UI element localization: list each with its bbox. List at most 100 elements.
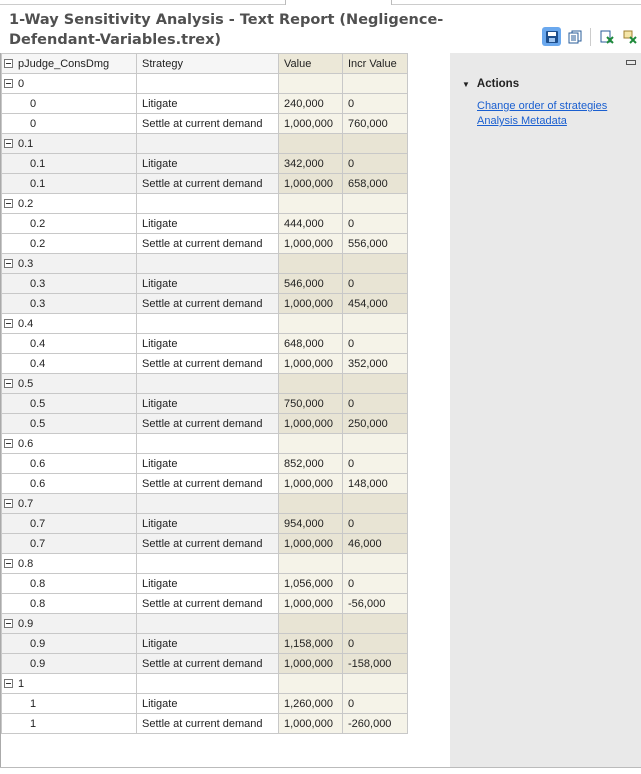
strategy-cell: Settle at current demand <box>136 233 279 254</box>
export-excel-alt-icon[interactable] <box>620 27 639 46</box>
group-cell: 0.5 <box>1 373 137 394</box>
collapse-icon[interactable] <box>4 378 13 388</box>
incr-value-cell: -56,000 <box>342 593 408 614</box>
collapse-icon[interactable] <box>4 258 13 268</box>
group-row[interactable]: 1 <box>1 673 408 694</box>
variable-cell: 1 <box>1 713 137 734</box>
table-row[interactable]: 0.4 Settle at current demand 1,000,000 352,… <box>1 353 408 374</box>
table-row[interactable]: 0.5 Litigate 750,000 0 <box>1 393 408 414</box>
group-row[interactable]: 0 <box>1 73 408 94</box>
collapse-icon[interactable] <box>4 198 13 208</box>
variable-cell: 0.9 <box>1 633 137 654</box>
analysis-metadata-link[interactable]: Analysis Metadata <box>477 115 567 127</box>
empty-cell <box>278 373 343 394</box>
strategy-cell: Settle at current demand <box>136 473 279 494</box>
table-row[interactable]: 0.4 Litigate 648,000 0 <box>1 333 408 354</box>
collapse-icon[interactable] <box>4 498 13 508</box>
group-row[interactable]: 0.2 <box>1 193 408 214</box>
table-row[interactable]: 0 Litigate 240,000 0 <box>1 93 408 114</box>
actions-section-toggle[interactable]: ▼ Actions <box>462 78 519 90</box>
toolbar-separator <box>590 27 591 46</box>
table-row[interactable]: 0.8 Litigate 1,056,000 0 <box>1 573 408 594</box>
collapse-icon[interactable] <box>4 138 13 148</box>
empty-cell <box>278 193 343 214</box>
variable-cell: 0.5 <box>1 413 137 434</box>
strategy-cell: Litigate <box>136 273 279 294</box>
empty-cell <box>342 73 408 94</box>
variable-cell: 0.6 <box>1 473 137 494</box>
table-row[interactable]: 0.1 Settle at current demand 1,000,000 658,… <box>1 173 408 194</box>
table-row[interactable]: 0.7 Litigate 954,000 0 <box>1 513 408 534</box>
collapse-icon[interactable] <box>4 618 13 628</box>
editor-tab[interactable] <box>285 0 392 5</box>
table-row[interactable]: 0.3 Litigate 546,000 0 <box>1 273 408 294</box>
group-key: 0.9 <box>18 617 34 630</box>
table-row[interactable]: 1 Litigate 1,260,000 0 <box>1 693 408 714</box>
group-row[interactable]: 0.9 <box>1 613 408 634</box>
column-header-incr-value[interactable]: Incr Value <box>342 53 408 74</box>
table-row[interactable]: 0 Settle at current demand 1,000,000 760,00… <box>1 113 408 134</box>
table-row[interactable]: 0.6 Litigate 852,000 0 <box>1 453 408 474</box>
strategy-cell: Litigate <box>136 213 279 234</box>
group-key: 0.7 <box>18 497 34 510</box>
incr-value-cell: 454,000 <box>342 293 408 314</box>
group-key: 0.5 <box>18 377 34 390</box>
group-row[interactable]: 0.4 <box>1 313 408 334</box>
table-row[interactable]: 0.9 Litigate 1,158,000 0 <box>1 633 408 654</box>
table-row[interactable]: 0.2 Settle at current demand 1,000,000 556,… <box>1 233 408 254</box>
incr-value-cell: 0 <box>342 573 408 594</box>
group-row[interactable]: 0.1 <box>1 133 408 154</box>
report-toolbar <box>542 27 639 46</box>
value-cell: 444,000 <box>278 213 343 234</box>
value-cell: 1,000,000 <box>278 233 343 254</box>
value-cell: 1,000,000 <box>278 593 343 614</box>
variable-cell: 0.8 <box>1 573 137 594</box>
table-row[interactable]: 0.6 Settle at current demand 1,000,000 148,… <box>1 473 408 494</box>
table-row[interactable]: 0.9 Settle at current demand 1,000,000 -158… <box>1 653 408 674</box>
group-row[interactable]: 0.7 <box>1 493 408 514</box>
table-row[interactable]: 0.7 Settle at current demand 1,000,000 46,0… <box>1 533 408 554</box>
group-row[interactable]: 0.6 <box>1 433 408 454</box>
column-header-value[interactable]: Value <box>278 53 343 74</box>
table-row[interactable]: 1 Settle at current demand 1,000,000 -260,0… <box>1 713 408 734</box>
value-cell: 1,260,000 <box>278 693 343 714</box>
variable-cell: 0.7 <box>1 533 137 554</box>
table-row[interactable]: 0.2 Litigate 444,000 0 <box>1 213 408 234</box>
variable-cell: 0.3 <box>1 273 137 294</box>
strategy-cell: Settle at current demand <box>136 593 279 614</box>
variable-cell: 0.3 <box>1 293 137 314</box>
group-row[interactable]: 0.3 <box>1 253 408 274</box>
table-row[interactable]: 0.1 Litigate 342,000 0 <box>1 153 408 174</box>
value-cell: 750,000 <box>278 393 343 414</box>
incr-value-cell: 148,000 <box>342 473 408 494</box>
table-row[interactable]: 0.5 Settle at current demand 1,000,000 250,… <box>1 413 408 434</box>
column-header-strategy[interactable]: Strategy <box>136 53 279 74</box>
strategy-cell: Litigate <box>136 93 279 114</box>
group-row[interactable]: 0.8 <box>1 553 408 574</box>
collapse-icon[interactable] <box>4 78 13 88</box>
export-excel-icon[interactable] <box>597 27 616 46</box>
column-header-variable[interactable]: pJudge_ConsDmg <box>1 53 137 74</box>
minimize-icon[interactable] <box>626 60 636 65</box>
incr-value-cell: 0 <box>342 453 408 474</box>
table-row[interactable]: 0.3 Settle at current demand 1,000,000 454,… <box>1 293 408 314</box>
table-row[interactable]: 0.8 Settle at current demand 1,000,000 -56,… <box>1 593 408 614</box>
group-key: 0.4 <box>18 317 34 330</box>
collapse-icon[interactable] <box>4 318 13 328</box>
empty-cell <box>136 133 279 154</box>
collapse-all-icon[interactable] <box>4 58 13 68</box>
actions-heading: Actions <box>476 78 520 90</box>
strategy-cell: Litigate <box>136 153 279 174</box>
empty-cell <box>278 253 343 274</box>
group-row[interactable]: 0.5 <box>1 373 408 394</box>
copy-icon[interactable] <box>565 27 584 46</box>
editor-tab-strip <box>0 0 641 5</box>
value-cell: 1,000,000 <box>278 473 343 494</box>
collapse-icon[interactable] <box>4 678 13 688</box>
collapse-icon[interactable] <box>4 558 13 568</box>
incr-value-cell: 0 <box>342 513 408 534</box>
variable-cell: 0.1 <box>1 173 137 194</box>
collapse-icon[interactable] <box>4 438 13 448</box>
change-order-of-strategies-link[interactable]: Change order of strategies <box>477 100 608 112</box>
save-icon[interactable] <box>542 27 561 46</box>
